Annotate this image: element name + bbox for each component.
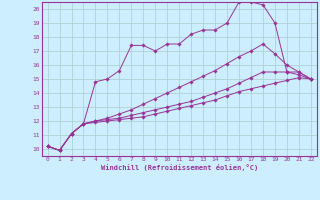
- X-axis label: Windchill (Refroidissement éolien,°C): Windchill (Refroidissement éolien,°C): [100, 164, 258, 171]
